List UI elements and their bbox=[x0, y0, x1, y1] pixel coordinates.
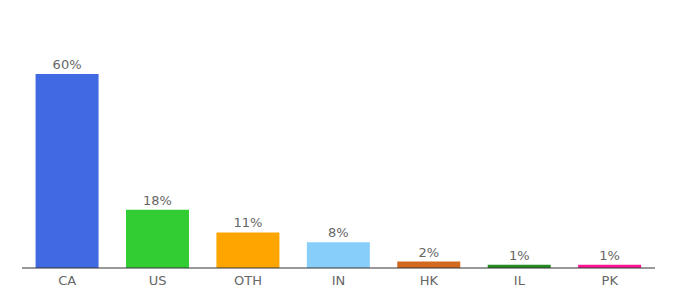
svg-text:2%: 2% bbox=[418, 245, 439, 260]
svg-text:11%: 11% bbox=[233, 215, 262, 230]
svg-text:CA: CA bbox=[58, 273, 76, 288]
svg-text:PK: PK bbox=[602, 273, 619, 288]
svg-text:18%: 18% bbox=[143, 193, 172, 208]
svg-text:IN: IN bbox=[332, 273, 346, 288]
svg-text:OTH: OTH bbox=[234, 273, 262, 288]
svg-text:1%: 1% bbox=[599, 248, 620, 263]
svg-text:IL: IL bbox=[514, 273, 526, 288]
svg-text:8%: 8% bbox=[328, 225, 349, 240]
svg-text:1%: 1% bbox=[509, 248, 530, 263]
svg-text:US: US bbox=[149, 273, 167, 288]
svg-text:HK: HK bbox=[420, 273, 439, 288]
svg-text:60%: 60% bbox=[53, 57, 82, 72]
